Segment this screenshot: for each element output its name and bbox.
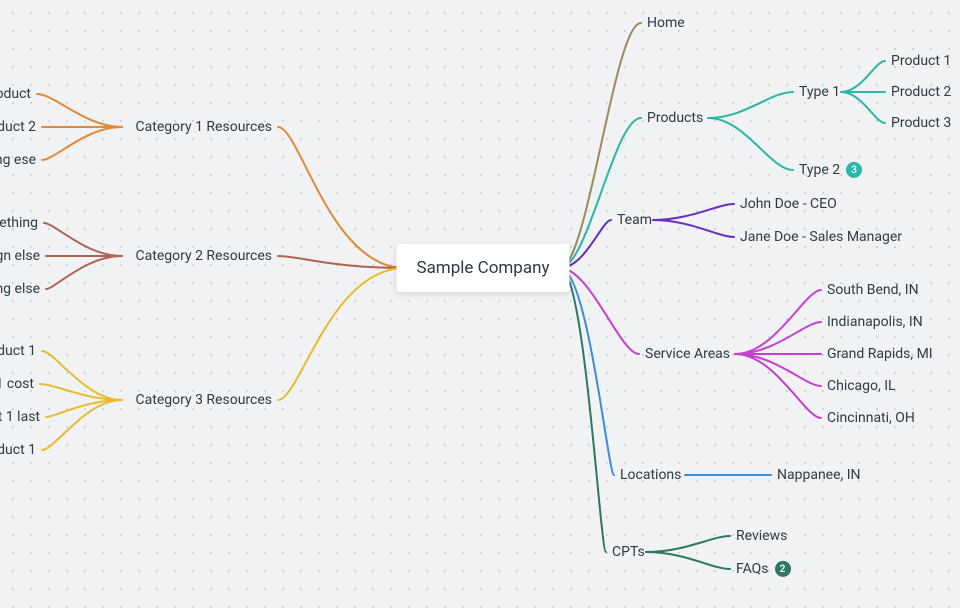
node-label: duct 1 bbox=[0, 343, 36, 359]
node-label: ng else bbox=[0, 281, 40, 297]
node-cat3[interactable]: Category 3 Resources bbox=[136, 392, 272, 408]
node-label: Indianapolis, IN bbox=[827, 314, 923, 330]
count-badge: 3 bbox=[846, 162, 862, 178]
node-label: South Bend, IN bbox=[827, 282, 919, 298]
node-label: Products bbox=[647, 110, 703, 126]
node-label: Cincinnati, OH bbox=[827, 410, 915, 426]
node-label: ng ese bbox=[0, 152, 36, 168]
node-jane[interactable]: Jane Doe - Sales Manager bbox=[740, 229, 902, 245]
node-label: Category 3 Resources bbox=[136, 392, 272, 408]
node-c2b[interactable]: gn else bbox=[0, 248, 40, 264]
node-label: Product 2 bbox=[891, 84, 951, 100]
node-chi[interactable]: Chicago, IL bbox=[827, 378, 896, 394]
node-label: Product 3 bbox=[891, 115, 951, 131]
node-label: Category 1 Resources bbox=[136, 119, 272, 135]
node-label: Category 2 Resources bbox=[136, 248, 272, 264]
node-cin[interactable]: Cincinnati, OH bbox=[827, 410, 915, 426]
node-home[interactable]: Home bbox=[647, 15, 685, 31]
node-label: gn else bbox=[0, 248, 40, 264]
node-sb[interactable]: South Bend, IN bbox=[827, 282, 919, 298]
node-faqs[interactable]: FAQs 2 bbox=[736, 561, 791, 577]
node-product3[interactable]: Product 3 bbox=[891, 115, 951, 131]
node-cpts[interactable]: CPTs bbox=[612, 544, 645, 560]
node-reviews[interactable]: Reviews bbox=[736, 528, 787, 544]
root-node[interactable]: Sample Company bbox=[396, 244, 569, 292]
node-label: Product 1 bbox=[891, 53, 951, 69]
node-label: Grand Rapids, MI bbox=[827, 346, 933, 362]
node-c2a[interactable]: ething bbox=[0, 215, 38, 231]
node-label: CPTs bbox=[612, 544, 645, 560]
node-label: Type 2 bbox=[799, 162, 840, 178]
node-john[interactable]: John Doe - CEO bbox=[740, 196, 837, 212]
node-c3d[interactable]: duct 1 bbox=[0, 442, 36, 458]
node-service[interactable]: Service Areas bbox=[645, 346, 730, 362]
node-label: ething bbox=[0, 215, 38, 231]
node-label: John Doe - CEO bbox=[740, 196, 837, 212]
node-label: t 1 last bbox=[0, 409, 40, 425]
node-label: 1 cost bbox=[0, 376, 34, 392]
node-products[interactable]: Products bbox=[647, 110, 703, 126]
node-label: Team bbox=[617, 212, 652, 228]
node-label: Home bbox=[647, 15, 685, 31]
node-label: Type 1 bbox=[799, 84, 840, 100]
node-label: duct 1 bbox=[0, 442, 36, 458]
node-label: Reviews bbox=[736, 528, 787, 544]
node-locations[interactable]: Locations bbox=[620, 467, 681, 483]
node-label: FAQs bbox=[736, 561, 769, 577]
node-label: Locations bbox=[620, 467, 681, 483]
node-c1c[interactable]: ng ese bbox=[0, 152, 36, 168]
node-team[interactable]: Team bbox=[617, 212, 652, 228]
node-c3c[interactable]: t 1 last bbox=[0, 409, 40, 425]
node-c3b[interactable]: 1 cost bbox=[0, 376, 34, 392]
node-cat1[interactable]: Category 1 Resources bbox=[136, 119, 272, 135]
node-product1[interactable]: Product 1 bbox=[891, 53, 951, 69]
node-label: Service Areas bbox=[645, 346, 730, 362]
root-label: Sample Company bbox=[416, 258, 549, 278]
node-napp[interactable]: Nappanee, IN bbox=[777, 467, 861, 483]
node-c1a[interactable]: oduct bbox=[0, 86, 31, 102]
node-cat2[interactable]: Category 2 Resources bbox=[136, 248, 272, 264]
node-product2[interactable]: Product 2 bbox=[891, 84, 951, 100]
node-c1b[interactable]: duct 2 bbox=[0, 119, 36, 135]
node-indy[interactable]: Indianapolis, IN bbox=[827, 314, 923, 330]
mindmap-canvas[interactable]: Sample Company Home Products Type 1 Product … bbox=[0, 0, 960, 608]
node-c2c[interactable]: ng else bbox=[0, 281, 40, 297]
node-label: Chicago, IL bbox=[827, 378, 896, 394]
node-gr[interactable]: Grand Rapids, MI bbox=[827, 346, 933, 362]
node-label: duct 2 bbox=[0, 119, 36, 135]
node-label: Jane Doe - Sales Manager bbox=[740, 229, 902, 245]
node-label: oduct bbox=[0, 86, 31, 102]
count-badge: 2 bbox=[775, 561, 791, 577]
node-type2[interactable]: Type 2 3 bbox=[799, 162, 862, 178]
node-type1[interactable]: Type 1 bbox=[799, 84, 840, 100]
node-label: Nappanee, IN bbox=[777, 467, 861, 483]
node-c3a[interactable]: duct 1 bbox=[0, 343, 36, 359]
